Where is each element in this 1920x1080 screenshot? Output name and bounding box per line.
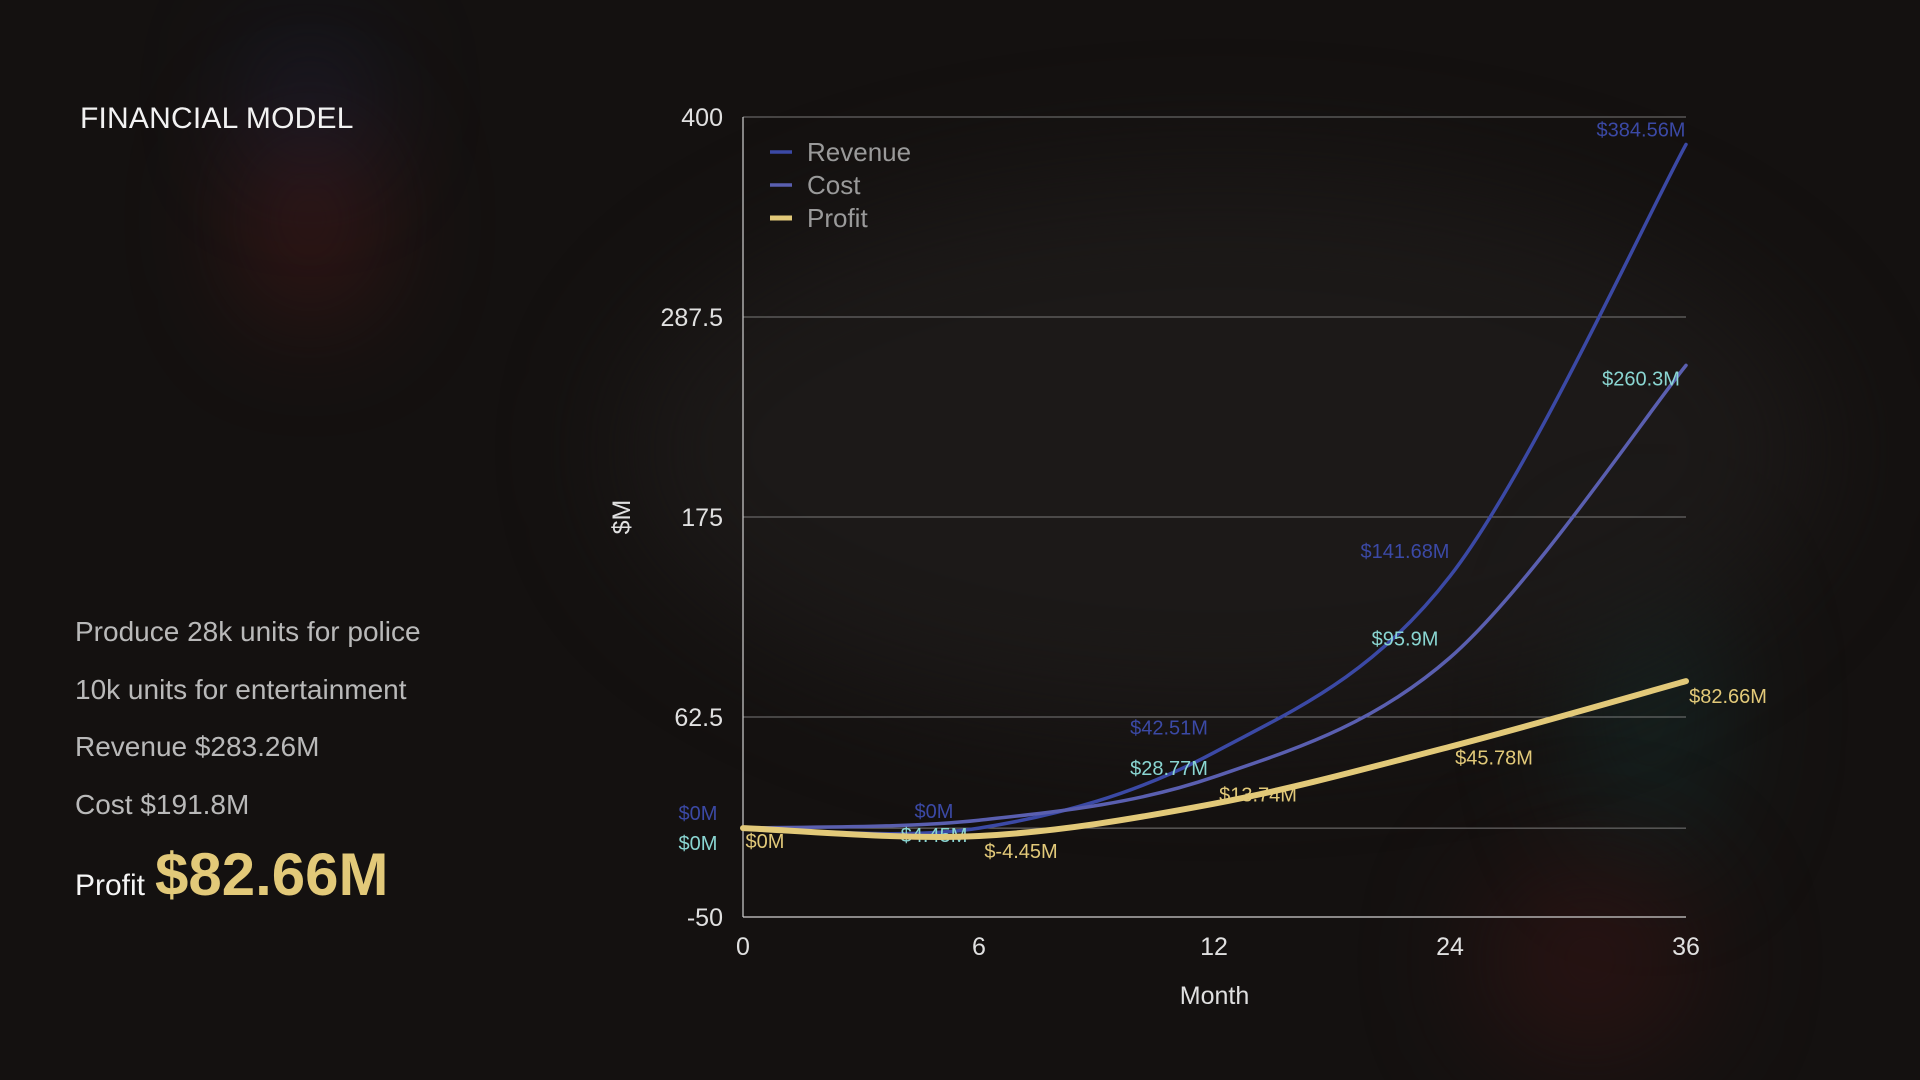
cost-data-label: $260.3M [1602,368,1680,390]
y-tick-label: 62.5 [674,704,723,732]
revenue-data-label: $141.68M [1361,541,1450,563]
profit-series-line [740,678,1689,840]
y-tick-label: -50 [687,904,723,932]
revenue-data-label: $0M [679,803,718,825]
cost-data-label: $95.9M [1372,629,1439,651]
profit-data-label: $82.66M [1689,686,1767,708]
profit-data-label: $-4.45M [984,841,1057,863]
legend-label-cost: Cost [807,170,861,200]
cost-data-label: $28.77M [1130,758,1208,780]
profit-data-label: $13.74M [1219,785,1297,807]
x-axis-label: Month [1180,982,1249,1010]
y-axis-label: $M [608,500,636,535]
profit-summary: Profit $82.66M [75,840,389,909]
revenue-series-line [741,142,1688,836]
notes-list: Produce 28k units for police 10k units f… [75,610,421,840]
x-tick-label: 0 [736,933,750,961]
x-tick-label: 6 [972,933,986,961]
backdrop-glow-grey [620,170,1820,730]
y-tick-label: 175 [681,504,723,532]
profit-value: $82.66M [155,841,389,908]
profit-data-label: $45.78M [1455,748,1533,770]
backdrop-glow-blue [260,40,360,160]
note-line: Cost $191.8M [75,788,250,820]
profit-label: Profit [75,869,146,902]
cost-series-line [741,363,1688,830]
x-tick-label: 36 [1672,933,1700,961]
legend-label-revenue: Revenue [807,137,911,167]
revenue-data-label: $384.56M [1597,119,1686,141]
x-tick-label: 12 [1200,933,1228,961]
x-tick-label: 24 [1436,933,1464,961]
revenue-data-label: $42.51M [1130,718,1208,740]
y-tick-label: 400 [681,104,723,132]
page-title: FINANCIAL MODEL [80,102,354,135]
note-line: Revenue $283.26M [75,731,320,762]
profit-data-label: $0M [746,831,785,853]
note-line: Produce 28k units for police [75,616,421,647]
backdrop-glow-red-2 [1480,860,1700,1060]
legend-label-profit: Profit [807,203,868,233]
cost-data-label: $0M [679,833,718,855]
y-tick-label: 287.5 [660,304,723,332]
note-line: 10k units for entertainment [75,673,407,705]
revenue-data-label: $0M [915,801,954,823]
